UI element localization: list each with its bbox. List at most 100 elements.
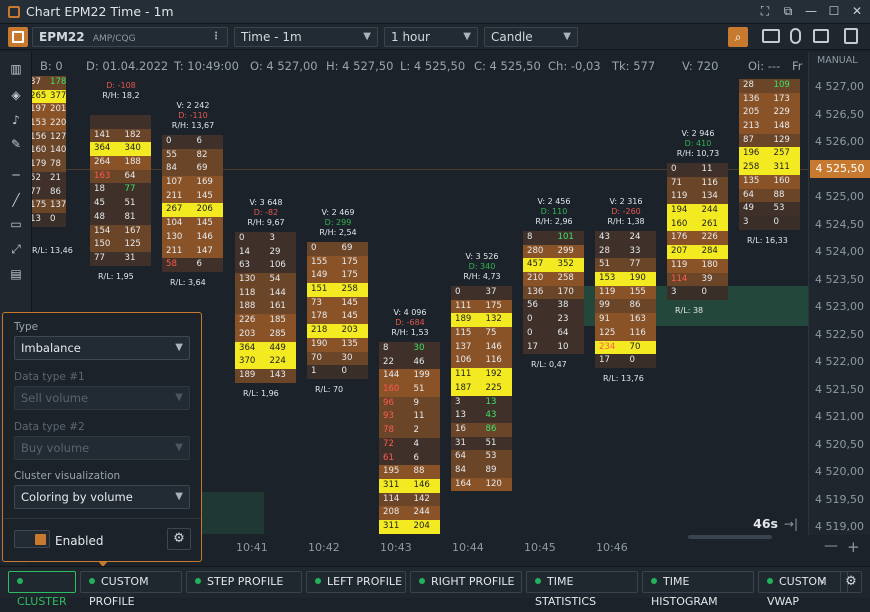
tab-step-profile[interactable]: STEP PROFILE — [186, 571, 302, 593]
info-line: R/H: 2,54 — [319, 228, 357, 237]
scrollbar[interactable] — [688, 535, 772, 539]
more-icon[interactable]: ⋮ — [211, 31, 221, 42]
tab-time-histogram[interactable]: TIME HISTOGRAM — [642, 571, 754, 608]
sell-volume: 207 — [671, 246, 688, 257]
tab-label: TIME STATISTICS — [535, 575, 597, 608]
sell-volume: 77 — [94, 252, 105, 263]
cluster-row: 208 244 — [379, 506, 440, 520]
cluster-candle[interactable]: 8 30 22 46 144 199 160 51 96 9 93 11 78 2 72 4 61 6 195 88 3… — [379, 342, 440, 534]
horizontal-line-icon[interactable]: ─ — [12, 168, 20, 182]
data-type-2-select[interactable]: Buy volume ▼ — [14, 436, 190, 460]
chart-type-select[interactable]: Candle ▼ — [484, 27, 578, 47]
buy-volume: 352 — [557, 259, 574, 270]
cluster-row: 111 175 — [451, 299, 512, 314]
price-tick: 4 522,00 — [815, 355, 864, 368]
enabled-toggle[interactable] — [14, 530, 50, 548]
buy-volume: 258 — [341, 284, 358, 295]
cluster-candle[interactable]: 28 109 136 173 205 229 213 148 87 129 196 257 258 311… — [739, 79, 800, 230]
cluster-row: 207 284 — [667, 245, 728, 259]
sidebar-icon[interactable] — [844, 28, 858, 44]
info-line: V: 2 946 — [681, 129, 715, 138]
cluster-row: 48 81 — [90, 210, 151, 225]
cluster-candle[interactable]: 43 24 28 33 51 77 153 190 119 155 99 86 91 163 125 116 2… — [595, 231, 656, 368]
tab-right-profile[interactable]: RIGHT PROFILE — [410, 571, 522, 593]
info-low: L: 4 525,50 — [400, 59, 466, 73]
sell-volume: 149 — [311, 270, 328, 281]
sell-volume: 190 — [311, 338, 328, 349]
symbol-selector[interactable]: EPM22 AMP/CQG ⋮ — [32, 27, 228, 47]
cluster-candle[interactable]: 0 69 155 175 149 175 151 258 73 145 178 145 218 203 19… — [307, 242, 368, 379]
cluster-candle[interactable]: 37 178 265 377 197 201 153 220 156 127 160 140 179 78… — [32, 76, 66, 227]
sell-volume: 0 — [671, 164, 677, 174]
sell-volume: 125 — [599, 327, 616, 338]
buy-volume: 11 — [413, 411, 425, 422]
info-line: D: -684 — [395, 318, 425, 327]
sell-volume: 211 — [166, 190, 183, 201]
cluster-candle[interactable]: 0 6 55 82 84 69 107 169 211 145 267 206 104 145 130 146… — [162, 135, 223, 272]
cluster-candle[interactable]: 8 101 280 299 457 352 210 258 136 170 56 38 0 23 0 64 17… — [523, 231, 584, 355]
trend-line-icon[interactable]: ╱ — [12, 193, 20, 207]
cluster-candle[interactable]: 0 3 14 29 63 106 130 54 118 144 188 161 226 185 203 285… — [235, 232, 296, 383]
tab-custom-vwap[interactable]: CUSTOM VWAP — [758, 571, 848, 608]
rl-label: R/L: 38 — [675, 306, 704, 315]
alert-button[interactable]: ⌕ — [728, 27, 748, 47]
sell-volume: 55 — [166, 149, 177, 160]
rl-label: R/L: 1,96 — [243, 388, 279, 398]
fibonacci-icon[interactable]: ⤢ — [11, 242, 21, 256]
gear-icon[interactable]: ⚙ — [840, 571, 862, 593]
info-line: D: -110 — [178, 111, 208, 120]
buy-volume: 6 — [413, 452, 419, 463]
layers-icon[interactable]: ◈ — [11, 88, 21, 102]
scroll-end-icon[interactable]: →| — [783, 517, 798, 531]
tab-left-profile[interactable]: LEFT PROFILE — [306, 571, 406, 593]
ruler-icon[interactable]: ▤ — [10, 267, 22, 281]
keyboard-icon[interactable] — [762, 29, 780, 43]
buy-volume: 30 — [413, 343, 425, 353]
visualization-select[interactable]: Coloring by volume ▼ — [14, 485, 190, 509]
buy-volume: 145 — [196, 218, 213, 229]
buy-volume: 0 — [701, 287, 707, 298]
period-select[interactable]: 1 hour ▼ — [384, 27, 478, 47]
detach-icon[interactable]: ⧉ — [783, 4, 793, 18]
fullscreen-icon[interactable]: ⛶ — [760, 4, 770, 18]
indicators-icon[interactable]: ▥ — [10, 62, 22, 76]
cluster-row: 364 449 — [235, 341, 296, 356]
tab-cluster[interactable]: CLUSTER — [8, 571, 76, 608]
template-icon[interactable] — [813, 29, 829, 43]
timeframe-select[interactable]: Time - 1m ▼ — [234, 27, 378, 47]
cluster-row: 189 132 — [451, 313, 512, 328]
cluster-candle[interactable]: 0 11 71 116 119 134 194 244 160 261 176 226 207 284 11… — [667, 163, 728, 300]
cluster-candle[interactable]: 0 37 111 175 189 132 115 75 137 146 106 116 111 192 18… — [451, 286, 512, 492]
sell-volume: 106 — [455, 355, 472, 366]
cluster-row: 175 137 — [32, 199, 66, 213]
cluster-row: 0 69 — [307, 242, 368, 256]
maximize-icon[interactable]: ☐ — [828, 4, 840, 18]
sell-volume: 210 — [527, 273, 544, 284]
panel-toggle-button[interactable] — [8, 27, 28, 47]
close-icon[interactable]: ✕ — [851, 4, 863, 18]
tab-label: LEFT PROFILE — [327, 575, 403, 588]
buy-volume: 377 — [50, 90, 67, 101]
tab-time-statistics[interactable]: TIME STATISTICS — [526, 571, 638, 608]
eraser-icon[interactable]: ✎ — [10, 137, 22, 151]
zoom-in-icon[interactable]: + — [847, 538, 860, 556]
scroll-right-icon[interactable]: › — [820, 575, 825, 589]
price-axis[interactable]: MANUAL 4 527,00 4 526,50 4 526,00 4 525,50 4… — [808, 52, 870, 535]
minimize-icon[interactable]: — — [805, 4, 817, 18]
buy-volume: 226 — [701, 232, 718, 243]
gear-icon[interactable]: ⚙ — [167, 528, 191, 550]
cluster-candle[interactable]: 141 182 364 340 264 188 163 64 18 77 45 51 48 81 154 16… — [90, 115, 151, 266]
sell-volume: 0 — [311, 243, 317, 253]
tab-custom-profile[interactable]: CUSTOM PROFILE — [80, 571, 182, 608]
zoom-out-icon[interactable]: — — [824, 538, 838, 554]
type-select[interactable]: Imbalance ▼ — [14, 336, 190, 360]
manual-label[interactable]: MANUAL — [817, 55, 858, 66]
status-dot-icon — [315, 578, 321, 584]
bell-icon[interactable]: ♪ — [12, 113, 20, 127]
feed-name: AMP/CQG — [92, 34, 136, 44]
rectangle-icon[interactable]: ▭ — [10, 217, 22, 231]
sell-volume: 49 — [743, 203, 754, 214]
mouse-icon[interactable] — [790, 28, 801, 44]
visualization-value: Coloring by volume — [21, 490, 133, 504]
data-type-1-select[interactable]: Sell volume ▼ — [14, 386, 190, 410]
